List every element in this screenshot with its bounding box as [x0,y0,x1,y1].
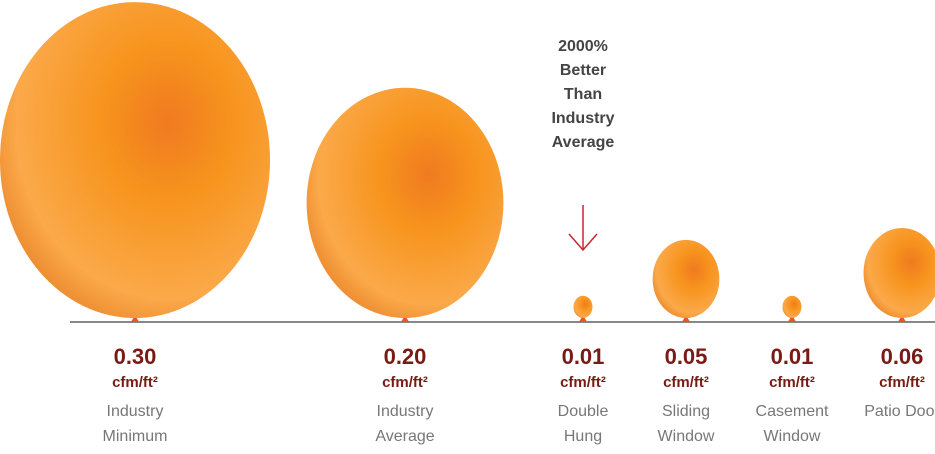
unit-label: cfm/ft² [663,374,709,391]
category-label: Double Hung [557,403,609,445]
unit-label: cfm/ft² [879,374,925,391]
value-label: 0.01 [561,344,605,369]
category-label: Sliding Window [657,403,715,445]
category-label: Industry Minimum [102,403,168,445]
balloon [782,295,802,318]
unit-label: cfm/ft² [769,374,815,391]
balloon-knot [579,315,587,322]
balloon-knot [788,315,796,322]
unit-label: cfm/ft² [560,374,606,391]
category-label: Casement Window [755,403,829,445]
balloon-knot [131,315,139,322]
balloon [0,2,270,318]
value-label: 0.05 [664,344,708,369]
category-label: Industry Average [375,403,435,445]
balloon [306,87,504,318]
balloon [863,227,935,318]
annotation: 2000% Better Than Industry Average [551,38,615,151]
balloon-knot [682,315,690,322]
balloon-knot [401,315,409,322]
category-label: Patio Door [864,403,935,420]
value-label: 0.01 [770,344,814,369]
value-label: 0.20 [383,344,427,369]
unit-label: cfm/ft² [112,374,158,391]
value-label: 0.30 [113,344,157,369]
arrow-head [568,233,598,252]
unit-label: cfm/ft² [382,374,428,391]
value-label: 0.06 [880,344,924,369]
balloon [573,295,593,318]
balloon [652,239,720,318]
balloon-knot [898,315,906,322]
